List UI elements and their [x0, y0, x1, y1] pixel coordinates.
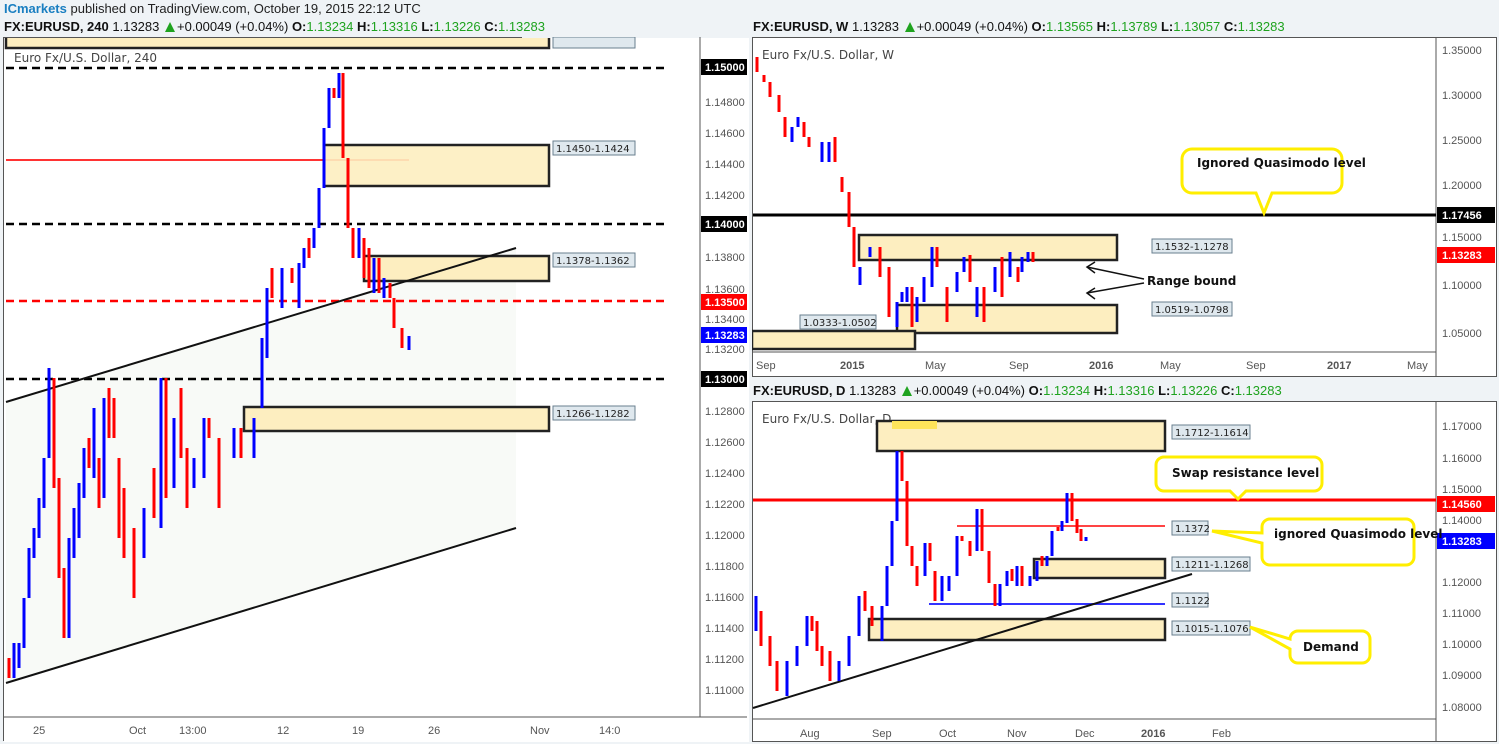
svg-text:1.14000: 1.14000 [1442, 515, 1482, 527]
svg-text:Sep: Sep [872, 728, 892, 740]
svg-text:1.15000: 1.15000 [1442, 232, 1482, 244]
svg-text:May: May [1160, 360, 1181, 372]
publish-line: ICmarkets published on TradingView.com, … [4, 1, 421, 16]
svg-text:Swap resistance level: Swap resistance level [1172, 466, 1319, 480]
svg-text:1.14560: 1.14560 [1442, 499, 1482, 511]
svg-text:Oct: Oct [129, 725, 146, 737]
svg-text:1.1211-1.1268: 1.1211-1.1268 [1175, 560, 1249, 571]
svg-text:1.20000: 1.20000 [1442, 180, 1482, 192]
svg-text:1.13600: 1.13600 [705, 284, 745, 296]
svg-text:Sep: Sep [756, 360, 776, 372]
svg-text:1.12600: 1.12600 [705, 437, 745, 449]
svg-text:1.11000: 1.11000 [705, 685, 744, 697]
up-arrow-icon [904, 22, 915, 32]
svg-text:19: 19 [352, 725, 364, 737]
svg-text:Euro Fx/U.S. Dollar, W: Euro Fx/U.S. Dollar, W [762, 48, 894, 62]
svg-text:Nov: Nov [530, 725, 550, 737]
svg-text:1.0519-1.0798: 1.0519-1.0798 [1155, 305, 1229, 316]
svg-text:Dec: Dec [1075, 728, 1095, 740]
svg-text:1.05000: 1.05000 [1442, 328, 1482, 340]
svg-text:1.17456: 1.17456 [1442, 210, 1482, 222]
svg-text:1.08000: 1.08000 [1442, 702, 1482, 714]
svg-text:1.17000: 1.17000 [1442, 421, 1482, 433]
svg-text:1.13283: 1.13283 [705, 330, 745, 342]
svg-text:2017: 2017 [1327, 360, 1351, 372]
svg-text:1.14600: 1.14600 [705, 128, 745, 140]
weekly-chart-panel[interactable]: Euro Fx/U.S. Dollar, W 1.35000 1.30000 1.2… [752, 37, 1497, 377]
h4-axes: 1.15000 1.14800 1.14600 1.14400 1.14200 1.1… [3, 37, 747, 737]
svg-text:2015: 2015 [840, 360, 864, 372]
svg-text:1.13400: 1.13400 [705, 314, 745, 326]
svg-text:Feb: Feb [1212, 728, 1231, 740]
weekly-header: FX:EURUSD, W 1.13283 +0.00049 (+0.04%) O… [753, 19, 1285, 34]
svg-text:1.10000: 1.10000 [1442, 639, 1482, 651]
svg-text:1.0333-1.0502: 1.0333-1.0502 [803, 318, 877, 329]
svg-text:1.14800: 1.14800 [705, 97, 745, 109]
zone-1.1560-1.1512 [4, 38, 551, 50]
svg-text:1.15000: 1.15000 [705, 62, 745, 74]
svg-text:1.13200: 1.13200 [705, 344, 745, 356]
svg-text:14:0: 14:0 [599, 725, 620, 737]
svg-text:1.14200: 1.14200 [705, 190, 745, 202]
svg-text:1.12200: 1.12200 [705, 499, 745, 511]
svg-text:Aug: Aug [800, 728, 820, 740]
svg-text:1.12400: 1.12400 [705, 468, 745, 480]
svg-text:1.12000: 1.12000 [1442, 577, 1482, 589]
svg-text:26: 26 [428, 725, 440, 737]
svg-text:May: May [925, 360, 946, 372]
svg-text:1.13283: 1.13283 [1442, 536, 1482, 548]
svg-text:Sep: Sep [1009, 360, 1029, 372]
svg-text:1.35000: 1.35000 [1442, 45, 1482, 57]
svg-text:1.14000: 1.14000 [705, 219, 745, 231]
svg-text:1.09000: 1.09000 [1442, 670, 1482, 682]
svg-text:Sep: Sep [1246, 360, 1266, 372]
svg-text:1.1372: 1.1372 [1175, 524, 1210, 535]
svg-text:ignored Quasimodo level: ignored Quasimodo level [1274, 527, 1443, 541]
svg-text:Range bound: Range bound [1147, 274, 1236, 288]
svg-text:12: 12 [277, 725, 289, 737]
svg-text:1.11600: 1.11600 [705, 592, 744, 604]
daily-chart-panel[interactable]: Euro Fx/U.S. Dollar, D 1.170 [752, 401, 1497, 742]
publisher-link[interactable]: ICmarkets [4, 1, 67, 16]
svg-text:1.1015-1.1076: 1.1015-1.1076 [1175, 624, 1249, 635]
svg-text:Oct: Oct [939, 728, 956, 740]
daily-header: FX:EURUSD, D 1.13283 +0.00049 (+0.04%) O… [753, 383, 1282, 398]
svg-text:1.1122: 1.1122 [1175, 596, 1210, 607]
svg-text:1.13800: 1.13800 [705, 252, 745, 264]
svg-text:25: 25 [33, 725, 45, 737]
svg-text:1.11200: 1.11200 [705, 654, 744, 666]
svg-text:1.25000: 1.25000 [1442, 135, 1482, 147]
svg-text:1.1712-1.1614: 1.1712-1.1614 [1175, 428, 1249, 439]
svg-text:Euro Fx/U.S. Dollar, D: Euro Fx/U.S. Dollar, D [762, 412, 891, 426]
svg-text:Demand: Demand [1303, 640, 1359, 654]
svg-text:1.12000: 1.12000 [705, 530, 745, 542]
svg-text:May: May [1407, 360, 1428, 372]
svg-text:1.30000: 1.30000 [1442, 90, 1482, 102]
svg-text:1.11800: 1.11800 [705, 561, 744, 573]
svg-text:1.13283: 1.13283 [1442, 250, 1482, 262]
svg-text:13:00: 13:00 [179, 725, 207, 737]
svg-text:1.1532-1.1278: 1.1532-1.1278 [1155, 242, 1229, 253]
chart-title: Euro Fx/U.S. Dollar, 240 [14, 51, 157, 65]
h4-header: FX:EURUSD, 240 1.13283 +0.00049 (+0.04%)… [4, 19, 545, 34]
svg-text:1.11000: 1.11000 [1442, 608, 1481, 620]
up-arrow-icon [901, 386, 912, 396]
svg-text:2016: 2016 [1141, 728, 1165, 740]
svg-text:1.13500: 1.13500 [705, 297, 745, 309]
svg-text:1.12800: 1.12800 [705, 406, 745, 418]
svg-text:1.1266-1.1282: 1.1266-1.1282 [556, 409, 630, 420]
svg-text:1.1378-1.1362: 1.1378-1.1362 [556, 256, 630, 267]
svg-text:1.1450-1.1424: 1.1450-1.1424 [556, 144, 630, 155]
svg-text:Nov: Nov [1007, 728, 1027, 740]
svg-text:1.10000: 1.10000 [1442, 280, 1482, 292]
svg-text:2016: 2016 [1089, 360, 1113, 372]
svg-text:1.13000: 1.13000 [705, 374, 745, 386]
svg-text:1.11400: 1.11400 [705, 623, 744, 635]
up-arrow-icon [165, 22, 175, 32]
svg-text:1.15000: 1.15000 [1442, 484, 1482, 496]
svg-text:1.14400: 1.14400 [705, 159, 745, 171]
svg-text:Ignored Quasimodo level: Ignored Quasimodo level [1197, 156, 1366, 170]
svg-text:1.16000: 1.16000 [1442, 453, 1482, 465]
